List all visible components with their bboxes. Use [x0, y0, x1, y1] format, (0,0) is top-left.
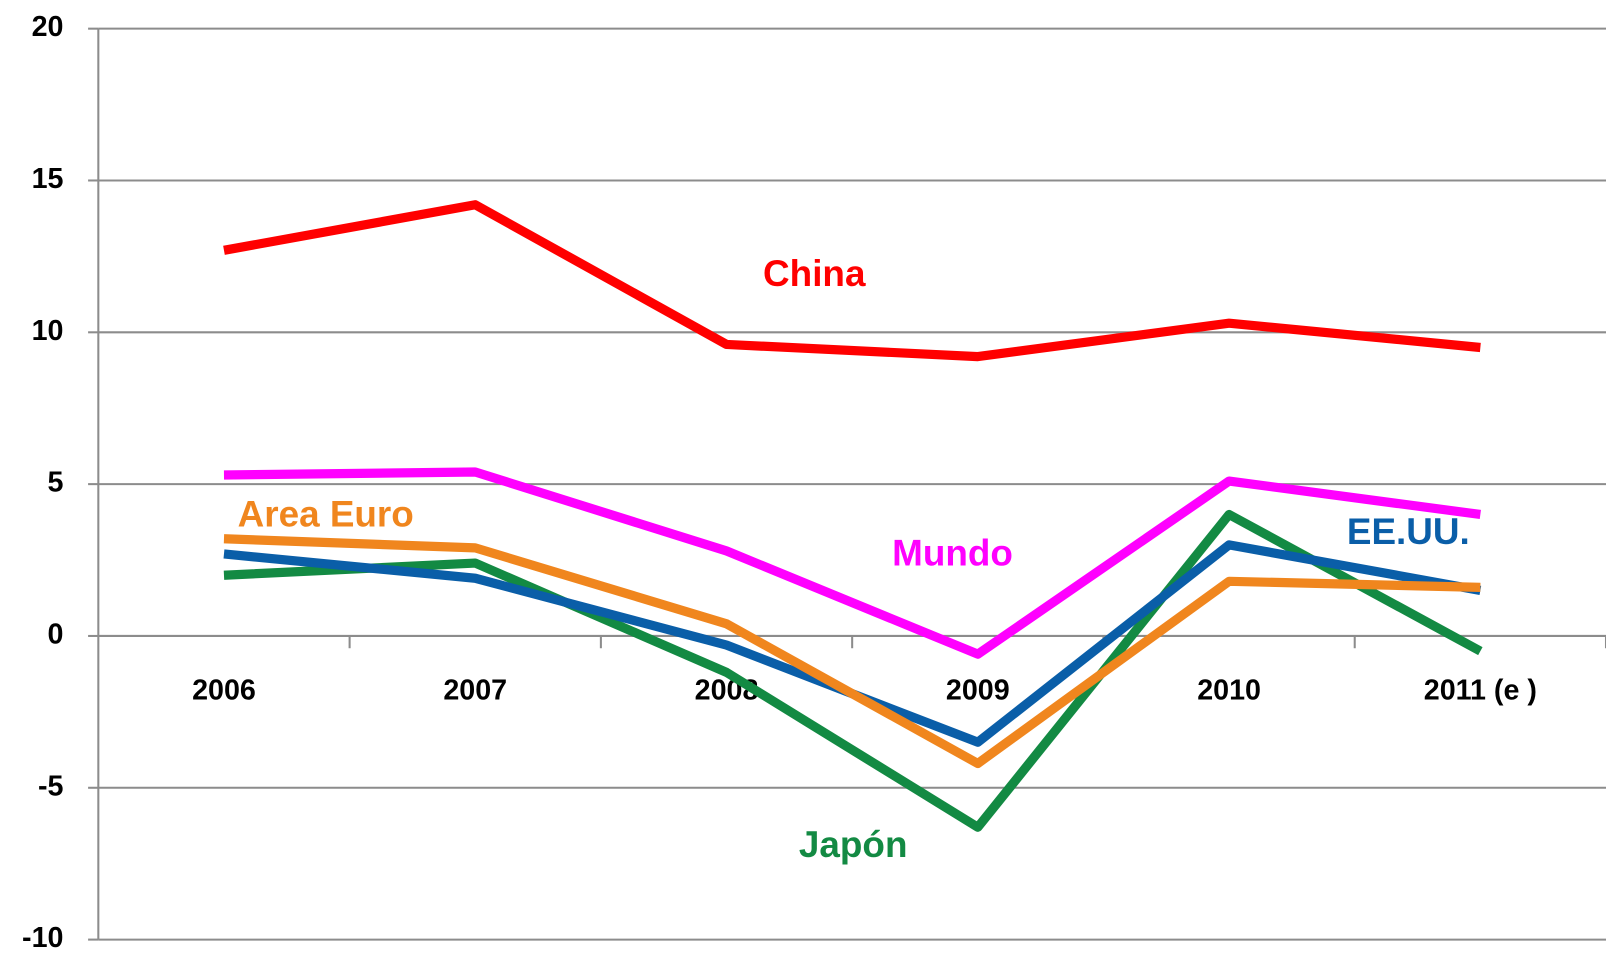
- x-tick-label: 2006: [192, 674, 256, 706]
- series-label: China: [763, 253, 866, 294]
- series-label: EE.UU.: [1347, 511, 1470, 552]
- x-tick-label: 2011 (e ): [1424, 674, 1537, 706]
- series-line: [223, 467, 1481, 659]
- y-tick-label: -10: [22, 922, 63, 954]
- x-tick-label: 2010: [1197, 674, 1261, 706]
- y-tick-label: 0: [48, 619, 64, 651]
- y-tick-label: 20: [32, 11, 64, 43]
- y-tick-label: 10: [32, 315, 64, 347]
- y-tick-label: 5: [48, 467, 64, 499]
- y-tick-label: 15: [32, 163, 64, 195]
- series-line: [223, 509, 1483, 832]
- x-tick-label: 2007: [443, 674, 507, 706]
- series-label: Mundo: [892, 533, 1013, 574]
- series-line: [223, 534, 1481, 769]
- y-tick-label: -5: [38, 770, 64, 802]
- x-tick-label: 2009: [946, 674, 1010, 706]
- series-label: Area Euro: [238, 494, 414, 535]
- series-label: Japón: [799, 824, 908, 865]
- series-line: [223, 200, 1481, 362]
